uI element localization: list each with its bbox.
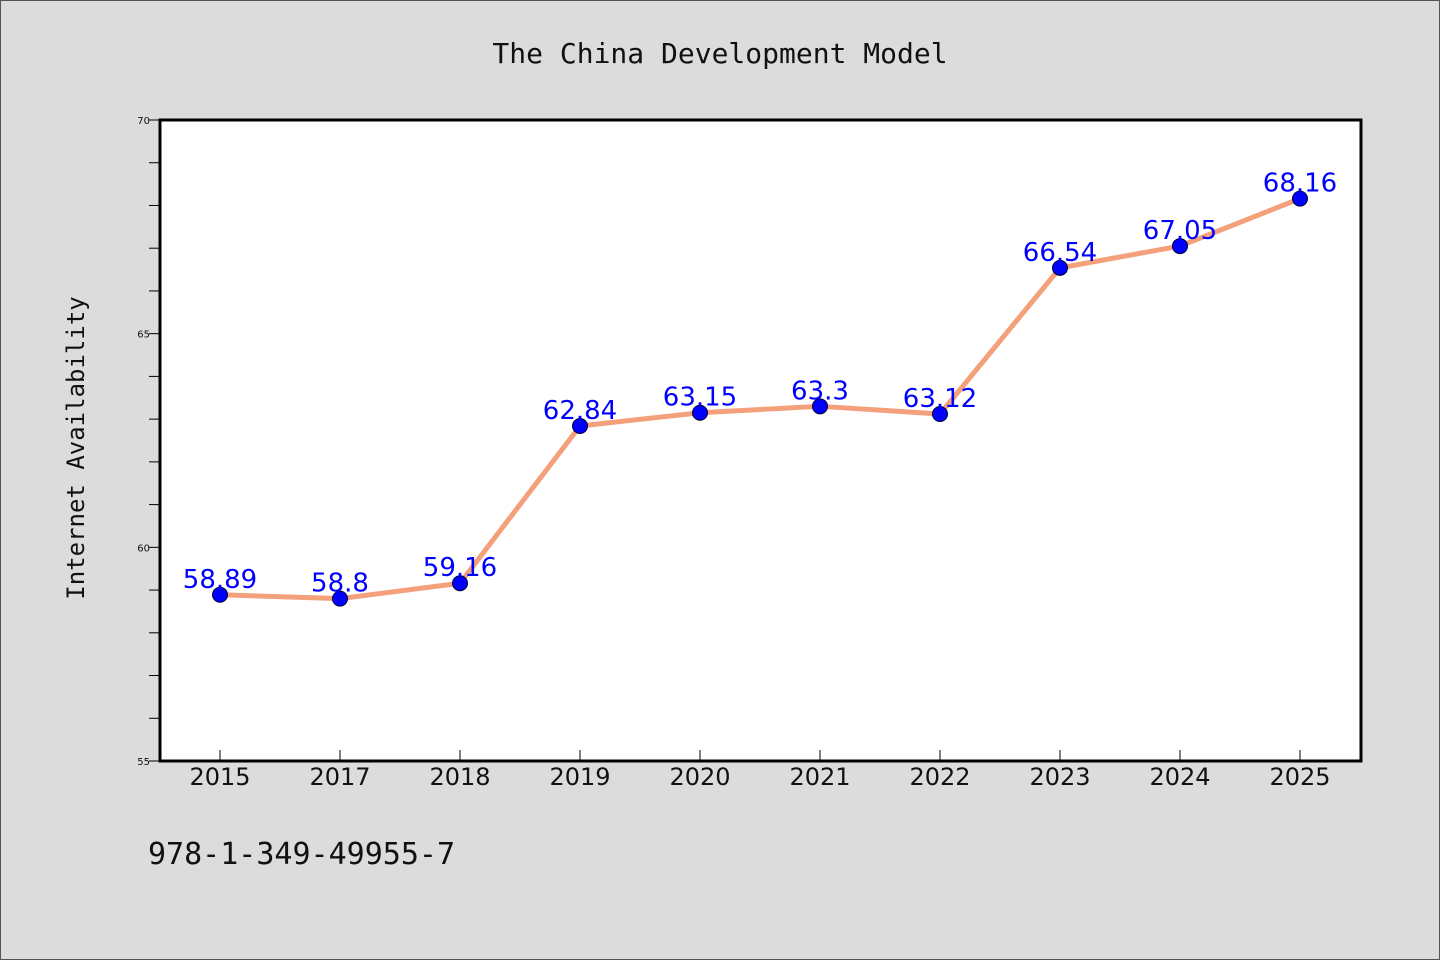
x-tick-label: 2020: [669, 763, 730, 791]
data-label: 58.89: [183, 565, 257, 595]
data-label: 67.05: [1143, 216, 1217, 246]
data-label: 63.3: [791, 376, 849, 406]
data-label: 59.16: [423, 553, 497, 583]
data-point: [212, 586, 228, 603]
isbn-text: 978-1-349-49955-7: [148, 837, 455, 872]
y-axis-label: Internet Availability: [62, 296, 90, 599]
data-point: [452, 575, 468, 592]
data-point: [812, 398, 828, 415]
x-tick-label: 2017: [309, 763, 370, 791]
data-point: [1052, 259, 1068, 276]
data-label-layer: 58.89 58.8 59.16 62.84 63.15 63.3 63.12 66.54 67…: [183, 169, 1337, 599]
x-tick-label: 2025: [1269, 763, 1330, 791]
data-label: 66.54: [1023, 238, 1097, 268]
x-tick-label: 2022: [909, 763, 970, 791]
data-label: 62.84: [543, 396, 617, 426]
x-tick-label: 2019: [549, 763, 610, 791]
x-tick-label: 2018: [429, 763, 490, 791]
series-line: [217, 196, 1303, 602]
series-layer: [217, 196, 1303, 602]
data-point: [1172, 238, 1188, 255]
data-point: [932, 406, 948, 423]
data-label: 63.12: [903, 384, 977, 414]
plot-area: [158, 118, 1363, 763]
data-label: 68.16: [1263, 169, 1337, 199]
y-tick-label: 60: [137, 543, 150, 554]
x-tick-label: 2021: [789, 763, 850, 791]
data-label: 63.15: [663, 383, 737, 413]
x-tick-label: 2024: [1149, 763, 1210, 791]
chart-title: The China Development Model: [492, 37, 947, 70]
marker-layer: [212, 190, 1308, 607]
x-axis-ticks: 2015 2017 2018 2019 2020 2021 2022 2023 2024 2025: [189, 750, 1331, 791]
x-tick-label: 2015: [189, 763, 250, 791]
data-label: 58.8: [311, 569, 369, 599]
y-tick-label: 55: [137, 757, 150, 768]
data-point: [692, 404, 708, 421]
data-point: [332, 590, 348, 607]
y-tick-label: 70: [137, 116, 150, 127]
y-axis-ticks: 55 60 65 70: [137, 116, 160, 768]
x-tick-label: 2023: [1029, 763, 1090, 791]
data-point: [572, 417, 588, 434]
y-tick-label: 65: [137, 330, 150, 341]
data-point: [1292, 190, 1308, 207]
